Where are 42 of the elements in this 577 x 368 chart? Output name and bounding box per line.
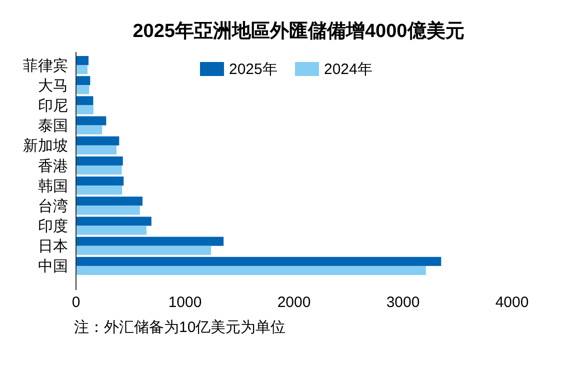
bar bbox=[76, 166, 122, 175]
y-tick-label: 大马 bbox=[38, 77, 68, 94]
y-tick-label: 印度 bbox=[38, 218, 68, 236]
y-tick-label: 日本 bbox=[38, 238, 68, 256]
bar bbox=[76, 116, 106, 126]
bar bbox=[76, 125, 102, 134]
bar bbox=[76, 96, 94, 106]
y-tick-label: 泰国 bbox=[38, 118, 68, 135]
x-tick-label: 3000 bbox=[386, 294, 420, 311]
y-tick-label: 香港 bbox=[38, 158, 68, 175]
text: 注：外汇储备为10亿美元为单位 bbox=[74, 319, 286, 336]
bar bbox=[76, 105, 94, 114]
y-tick-label: 韩国 bbox=[38, 178, 68, 195]
bar bbox=[76, 206, 140, 215]
x-tick-label: 1000 bbox=[168, 294, 202, 311]
bar bbox=[76, 196, 142, 206]
bar bbox=[76, 216, 152, 226]
legend-label: 2024年 bbox=[324, 61, 372, 78]
y-tick-label: 台湾 bbox=[38, 198, 68, 215]
bar bbox=[76, 85, 90, 94]
bar bbox=[76, 236, 224, 246]
x-tick-label: 2000 bbox=[277, 294, 311, 311]
y-tick-label: 菲律宾 bbox=[23, 57, 68, 74]
bar bbox=[76, 156, 123, 166]
y-tick-label: 中国 bbox=[38, 258, 68, 276]
bar bbox=[76, 256, 442, 266]
bar bbox=[76, 136, 120, 146]
bar bbox=[76, 56, 89, 66]
bar bbox=[76, 76, 90, 86]
bar bbox=[76, 186, 122, 195]
y-tick-label: 新加坡 bbox=[23, 138, 68, 155]
chart-title: 2025年亞洲地區外匯儲備增4000億美元 bbox=[132, 20, 464, 42]
x-tick-label: 0 bbox=[72, 294, 80, 311]
bar bbox=[76, 226, 147, 235]
legend-label: 2025年 bbox=[229, 61, 278, 78]
bar bbox=[76, 266, 426, 275]
x-tick-label: 4000 bbox=[495, 294, 529, 311]
bar bbox=[76, 145, 117, 154]
bar bbox=[76, 65, 88, 74]
y-tick-label: 印尼 bbox=[38, 97, 68, 114]
bar bbox=[76, 246, 212, 255]
bar bbox=[76, 176, 124, 186]
